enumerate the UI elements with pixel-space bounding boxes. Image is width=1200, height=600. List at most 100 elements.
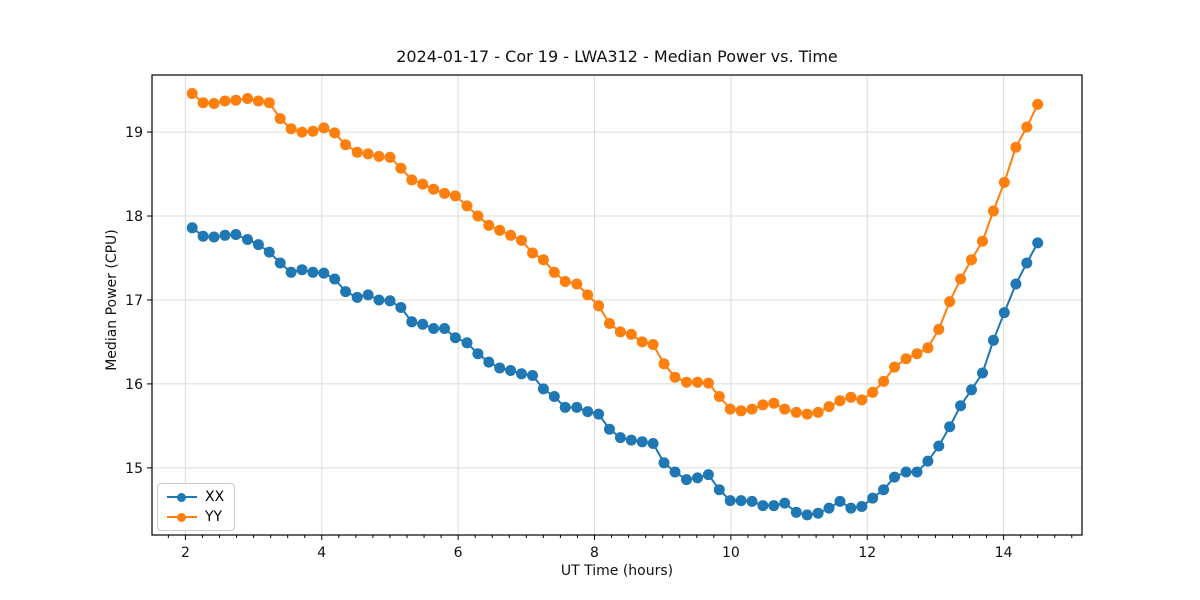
data-point-yy — [911, 348, 923, 360]
legend: XX YY — [157, 483, 236, 531]
data-point-xx — [1021, 257, 1033, 269]
data-point-yy — [219, 95, 231, 107]
legend-item-yy: YY — [167, 509, 224, 525]
x-tick-label: 14 — [995, 545, 1013, 561]
data-point-xx — [395, 302, 407, 313]
data-point-yy — [373, 150, 385, 162]
data-point-xx — [340, 286, 352, 298]
data-point-xx — [713, 484, 725, 496]
data-point-yy — [604, 318, 615, 329]
data-point-yy — [713, 391, 725, 402]
data-point-xx — [658, 457, 670, 469]
plot-border — [151, 74, 1083, 536]
data-point-yy — [527, 247, 538, 259]
data-point-xx — [439, 323, 450, 334]
data-point-yy — [186, 88, 198, 99]
data-point-xx — [911, 466, 923, 478]
data-point-yy — [1010, 141, 1022, 153]
data-point-yy — [746, 403, 758, 415]
data-point-yy — [625, 328, 637, 340]
data-point-yy — [274, 113, 286, 125]
data-point-yy — [614, 326, 626, 338]
data-point-yy — [329, 127, 341, 139]
data-point-yy — [483, 219, 495, 231]
data-point-yy — [537, 254, 549, 266]
data-point-xx — [373, 294, 385, 306]
data-point-xx — [362, 289, 374, 301]
data-point-yy — [406, 174, 418, 186]
data-point-xx — [604, 423, 615, 435]
data-point-yy — [790, 406, 802, 418]
data-point-xx — [285, 266, 297, 278]
data-point-xx — [933, 440, 945, 452]
data-point-xx — [197, 230, 209, 242]
data-point-xx — [702, 469, 714, 481]
data-point-xx — [252, 239, 264, 251]
chart-title: 2024-01-17 - Cor 19 - LWA312 - Median Po… — [396, 47, 838, 66]
data-point-yy — [449, 190, 461, 202]
data-point-xx — [230, 229, 242, 240]
data-point-xx — [724, 495, 736, 507]
x-tick-label: 6 — [454, 545, 463, 561]
legend-marker-xx-icon — [167, 492, 197, 503]
data-point-yy — [197, 97, 209, 109]
data-point-yy — [516, 234, 527, 246]
data-point-yy — [878, 375, 890, 387]
data-point-yy — [318, 122, 330, 134]
legend-label-yy: YY — [205, 509, 223, 525]
data-point-yy — [757, 399, 769, 411]
data-point-xx — [351, 291, 363, 303]
data-point-xx — [417, 318, 429, 330]
data-point-xx — [505, 365, 517, 376]
data-point-xx — [625, 434, 637, 446]
data-point-yy — [559, 276, 571, 287]
data-point-xx — [494, 362, 506, 374]
data-point-yy — [944, 296, 956, 308]
data-point-xx — [746, 495, 758, 507]
data-point-xx — [219, 229, 231, 241]
data-point-yy — [823, 401, 835, 413]
data-point-xx — [614, 432, 626, 444]
data-point-yy — [571, 278, 583, 290]
data-point-yy — [428, 183, 440, 195]
legend-marker-yy-icon — [167, 512, 197, 523]
data-point-yy — [647, 339, 659, 350]
data-point-xx — [757, 500, 769, 512]
data-point-xx — [977, 367, 988, 379]
data-point-xx — [406, 316, 418, 328]
x-axis-label: UT Time (hours) — [560, 563, 674, 579]
data-point-xx — [735, 495, 747, 507]
data-point-yy — [252, 95, 264, 107]
data-point-yy — [889, 361, 900, 373]
data-point-xx — [681, 474, 692, 486]
data-point-yy — [263, 97, 275, 109]
data-point-xx — [889, 471, 900, 483]
data-point-xx — [449, 332, 461, 344]
data-point-yy — [692, 376, 703, 388]
data-point-yy — [417, 178, 429, 190]
data-point-xx — [955, 400, 967, 412]
data-point-yy — [636, 336, 648, 348]
data-point-xx — [472, 348, 484, 360]
data-point-yy — [834, 395, 846, 407]
data-point-xx — [582, 406, 594, 418]
data-point-xx — [527, 370, 538, 381]
x-tick-label: 10 — [722, 545, 740, 561]
data-point-yy — [296, 126, 308, 138]
data-point-yy — [242, 93, 253, 104]
data-point-xx — [384, 295, 396, 307]
data-point-yy — [856, 394, 868, 406]
data-point-xx — [329, 273, 341, 285]
data-point-yy — [845, 391, 857, 403]
y-tick-label: 16 — [125, 377, 143, 393]
data-point-yy — [977, 235, 988, 247]
data-point-xx — [768, 500, 780, 512]
data-point-yy — [768, 397, 780, 409]
x-tick-label: 8 — [590, 545, 599, 561]
data-point-yy — [669, 371, 681, 383]
data-point-yy — [340, 139, 352, 151]
legend-label-xx: XX — [205, 489, 225, 505]
data-point-yy — [900, 353, 912, 365]
x-tick-label: 2 — [181, 545, 190, 561]
